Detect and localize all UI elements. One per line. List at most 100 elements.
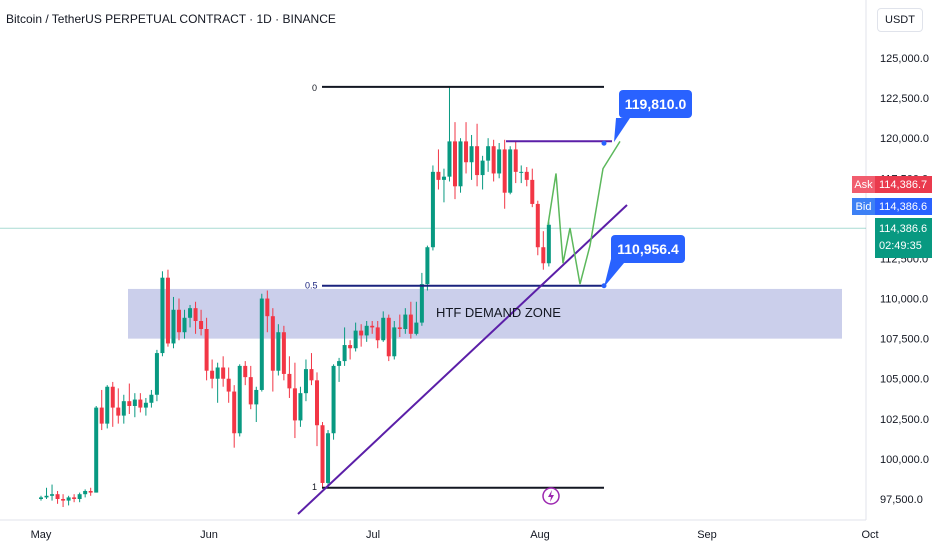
currency-selector[interactable]: USDT [877, 8, 923, 32]
candle-body[interactable] [165, 277, 170, 344]
candle-body[interactable] [199, 320, 204, 330]
candle-body[interactable] [513, 149, 518, 172]
candle-body[interactable] [132, 399, 137, 406]
candle-body[interactable] [210, 370, 215, 379]
candle-body[interactable] [243, 365, 248, 378]
candle-body[interactable] [182, 317, 187, 333]
candle-body[interactable] [315, 380, 319, 426]
candle-body[interactable] [116, 407, 121, 416]
candle-body[interactable] [105, 386, 110, 424]
target-low-callout[interactable]: 110,956.4 [611, 235, 685, 263]
candle-body[interactable] [359, 330, 364, 336]
candle-body[interactable] [425, 247, 430, 285]
candle-body[interactable] [309, 369, 314, 381]
candle-body[interactable] [331, 365, 336, 434]
candle-body[interactable] [447, 141, 452, 177]
candle-body[interactable] [403, 314, 408, 330]
candle-body[interactable] [408, 314, 413, 334]
candle-body[interactable] [88, 490, 93, 493]
candle-body[interactable] [475, 146, 480, 176]
candle-body[interactable] [226, 378, 231, 392]
candle-body[interactable] [94, 407, 99, 493]
candle-body[interactable] [342, 345, 347, 362]
candle-body[interactable] [61, 499, 66, 501]
candle-body[interactable] [281, 332, 286, 374]
candle-body[interactable] [546, 224, 551, 264]
candle-body[interactable] [276, 332, 281, 371]
candle-body[interactable] [110, 386, 115, 408]
candle-body[interactable] [353, 330, 358, 349]
candle-body[interactable] [66, 497, 71, 501]
candle-body[interactable] [326, 433, 331, 483]
candle-body[interactable] [204, 329, 209, 371]
candle-body[interactable] [397, 327, 402, 330]
projection-path[interactable] [547, 140, 621, 285]
candle-body[interactable] [436, 171, 441, 180]
candle-body[interactable] [535, 203, 540, 248]
candle-body[interactable] [160, 277, 165, 354]
candle-body[interactable] [491, 146, 496, 174]
candle-body[interactable] [193, 308, 198, 321]
candle-body[interactable] [530, 179, 535, 204]
candle-body[interactable] [386, 317, 391, 357]
candle-body[interactable] [419, 284, 424, 323]
candle-body[interactable] [138, 399, 143, 408]
candle-body[interactable] [486, 146, 491, 161]
candle-body[interactable] [215, 367, 220, 379]
candle-body[interactable] [430, 171, 435, 248]
candle-body[interactable] [392, 327, 397, 357]
target-high-callout[interactable]: 119,810.0 [619, 90, 692, 118]
candle-body[interactable] [458, 141, 463, 187]
candle-body[interactable] [154, 353, 159, 395]
candle-body[interactable] [464, 141, 469, 163]
candle-body[interactable] [121, 401, 126, 416]
candle-body[interactable] [337, 361, 342, 366]
candle-body[interactable] [519, 171, 524, 173]
candle-body[interactable] [259, 298, 264, 390]
candle-body[interactable] [77, 494, 82, 499]
candle-body[interactable] [248, 377, 253, 405]
candle-body[interactable] [320, 425, 325, 483]
candle-body[interactable] [508, 149, 513, 193]
candle-body[interactable] [502, 149, 507, 193]
candle-body[interactable] [221, 367, 226, 379]
candle-body[interactable] [127, 401, 132, 406]
candle-body[interactable] [480, 160, 485, 176]
candle-body[interactable] [541, 247, 546, 264]
candle-body[interactable] [453, 141, 457, 187]
candle-body[interactable] [370, 325, 375, 328]
candle-body[interactable] [143, 402, 148, 408]
candle-body[interactable] [303, 369, 308, 394]
candle-body[interactable] [55, 494, 60, 499]
candle-body[interactable] [469, 146, 474, 163]
candle-body[interactable] [44, 495, 49, 498]
candle-body[interactable] [177, 309, 181, 333]
candle-body[interactable] [414, 322, 419, 334]
candle-body[interactable] [298, 393, 303, 421]
candle-body[interactable] [171, 309, 176, 344]
candle-body[interactable] [381, 317, 386, 341]
candle-body[interactable] [287, 373, 292, 389]
candle-body[interactable] [149, 394, 154, 403]
candle-body[interactable] [364, 325, 369, 336]
candle-body[interactable] [50, 494, 55, 496]
demand-zone-rect[interactable] [128, 288, 842, 339]
candle-body[interactable] [265, 298, 270, 317]
ascending-trendline[interactable] [297, 204, 628, 515]
candle-body[interactable] [99, 407, 104, 424]
candle-body[interactable] [39, 497, 43, 499]
candle-body[interactable] [188, 308, 193, 318]
candle-body[interactable] [348, 345, 353, 349]
symbol-title[interactable]: Bitcoin / TetherUS PERPETUAL CONTRACT · … [6, 12, 336, 26]
candle-body[interactable] [254, 389, 259, 405]
candle-body[interactable] [232, 391, 237, 434]
candle-body[interactable] [375, 327, 380, 341]
candle-body[interactable] [524, 171, 529, 180]
candle-body[interactable] [441, 176, 446, 180]
candle-body[interactable] [237, 365, 242, 434]
candle-body[interactable] [83, 490, 88, 495]
candle-body[interactable] [72, 497, 77, 499]
candle-body[interactable] [497, 149, 502, 174]
candle-body[interactable] [270, 316, 275, 371]
